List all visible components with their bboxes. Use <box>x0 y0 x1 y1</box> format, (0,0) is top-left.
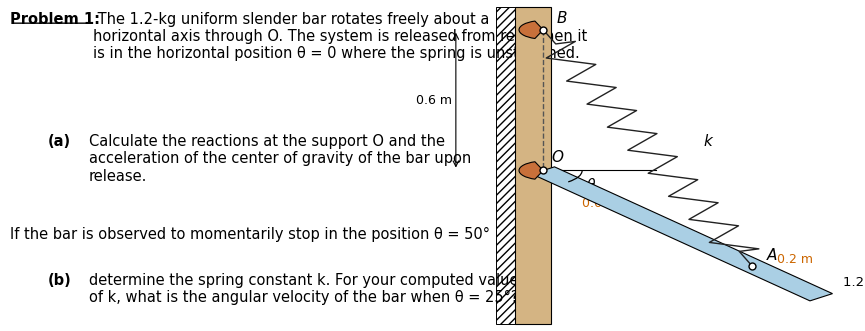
Polygon shape <box>532 167 832 301</box>
Bar <box>515 7 551 324</box>
Bar <box>496 7 515 324</box>
Text: 0.6 m: 0.6 m <box>416 94 452 107</box>
Text: The 1.2-kg uniform slender bar rotates freely about a
horizontal axis through O.: The 1.2-kg uniform slender bar rotates f… <box>93 12 586 61</box>
Text: 1.2 kg: 1.2 kg <box>843 276 865 289</box>
Text: k: k <box>704 133 713 149</box>
Wedge shape <box>519 21 543 38</box>
Text: 0.2 m: 0.2 m <box>777 254 813 266</box>
Text: 0.6 m: 0.6 m <box>582 197 618 210</box>
Wedge shape <box>519 162 543 179</box>
Text: determine the spring constant k. For your computed value
of k, what is the angul: determine the spring constant k. For you… <box>89 273 519 306</box>
Text: If the bar is observed to momentarily stop in the position θ = 50°: If the bar is observed to momentarily st… <box>10 227 490 242</box>
Text: B: B <box>556 11 567 26</box>
Text: Problem 1:: Problem 1: <box>10 12 100 26</box>
Text: A: A <box>767 248 778 263</box>
Text: Calculate the reactions at the support O and the
acceleration of the center of g: Calculate the reactions at the support O… <box>89 134 471 184</box>
Text: (b): (b) <box>48 273 71 288</box>
Text: O: O <box>552 150 564 165</box>
Text: θ: θ <box>586 178 595 192</box>
Text: (a): (a) <box>48 134 71 149</box>
